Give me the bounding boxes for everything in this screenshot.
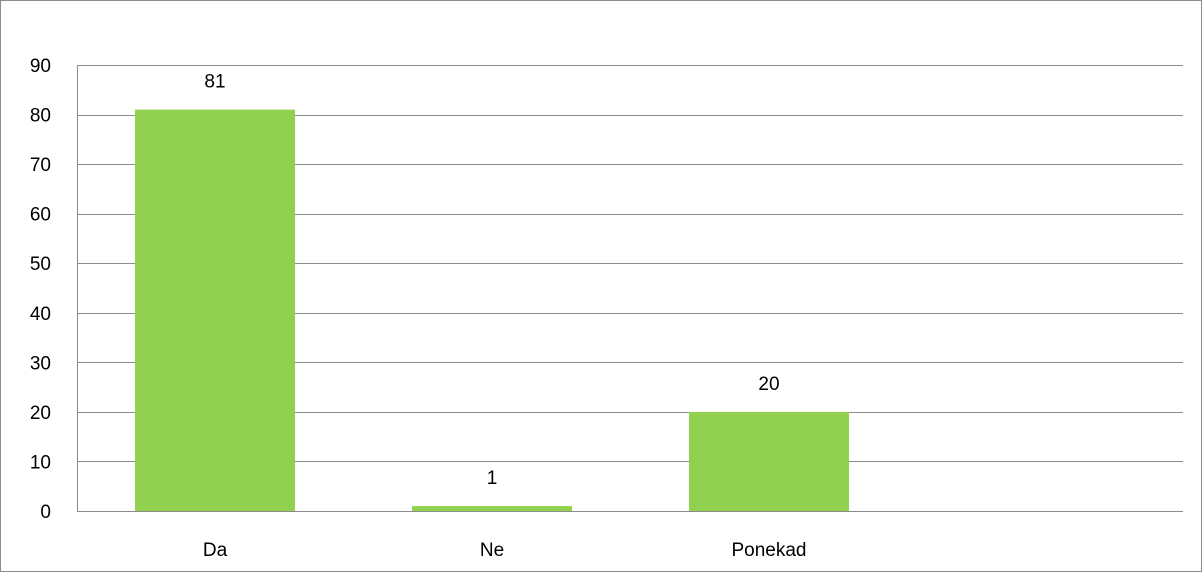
x-tick-label-da: Da [203, 540, 228, 561]
y-tick-label: 60 [30, 205, 51, 226]
y-tick-label: 30 [30, 353, 51, 374]
bar-ne [412, 506, 572, 511]
y-tick-label: 20 [30, 403, 51, 424]
data-label-da: 81 [204, 72, 225, 93]
data-label-ne: 1 [487, 468, 498, 489]
y-tick-label: 40 [30, 304, 51, 325]
data-label-ponekad: 20 [758, 374, 779, 395]
bars [135, 109, 849, 511]
y-tick-label: 90 [30, 56, 51, 77]
y-tick-label: 50 [30, 254, 51, 275]
x-axis-ticks: Da Ne Ponekad [203, 540, 807, 561]
y-axis-ticks: 0 10 20 30 40 50 60 70 80 90 [30, 56, 51, 523]
y-tick-label: 0 [40, 502, 51, 523]
y-tick-label: 70 [30, 155, 51, 176]
y-tick-label: 80 [30, 106, 51, 127]
data-labels: 81 1 20 [204, 72, 779, 489]
bar-da [135, 109, 295, 511]
x-tick-label-ponekad: Ponekad [731, 540, 806, 561]
y-tick-label: 10 [30, 452, 51, 473]
bar-ponekad [689, 411, 849, 511]
x-tick-label-ne: Ne [480, 540, 504, 561]
